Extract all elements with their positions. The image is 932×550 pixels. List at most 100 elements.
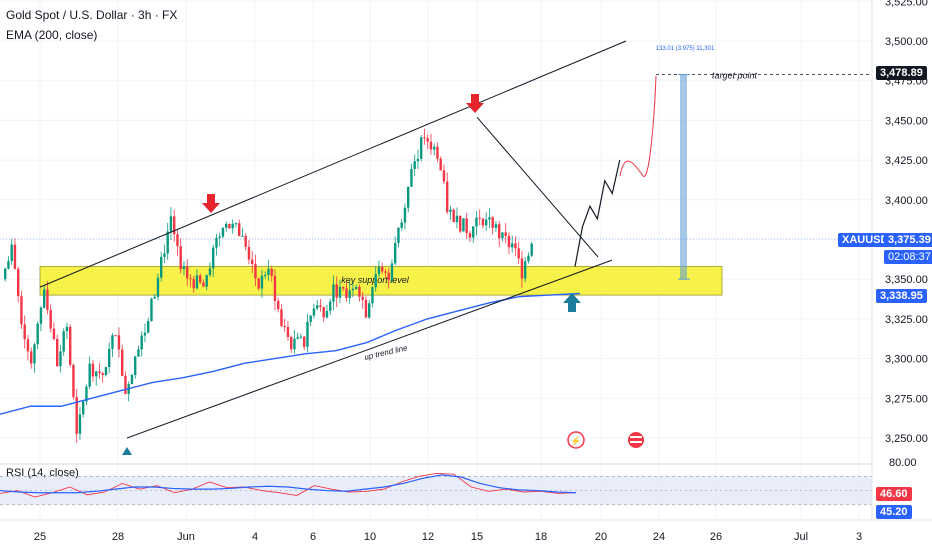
- candle-body: [475, 217, 478, 227]
- candle-body: [52, 328, 56, 340]
- candle: [377, 260, 381, 278]
- candle: [355, 284, 358, 290]
- candle: [173, 209, 176, 242]
- y-tick-label: 3,425.00: [885, 155, 928, 167]
- y-tick-label: 3,300.00: [885, 354, 928, 366]
- candle: [46, 281, 49, 315]
- candles: [4, 128, 533, 443]
- candle: [501, 232, 504, 242]
- candle: [267, 259, 270, 281]
- candle: [507, 232, 511, 255]
- candle: [130, 373, 134, 385]
- candle: [342, 286, 345, 292]
- candle: [228, 223, 231, 229]
- candle: [472, 226, 475, 243]
- candle: [23, 315, 26, 349]
- candle: [221, 227, 225, 239]
- candle-body: [56, 339, 59, 367]
- candle: [69, 324, 72, 368]
- candle: [416, 149, 420, 169]
- candle: [251, 251, 254, 273]
- us-flag-icon: [628, 432, 644, 448]
- candle-body: [163, 253, 166, 257]
- candle: [270, 266, 273, 282]
- candle: [218, 232, 221, 247]
- candle-body: [309, 315, 312, 322]
- candle-body: [98, 371, 101, 374]
- y-tick-label: 3,275.00: [885, 393, 928, 405]
- candle: [286, 321, 290, 341]
- up-trend-line: [126, 259, 613, 439]
- candle-body: [283, 325, 286, 327]
- candle-body: [251, 259, 254, 264]
- candle-body: [212, 247, 215, 269]
- x-tick-label: 18: [535, 531, 547, 543]
- candle-body: [316, 305, 319, 309]
- candle-body: [381, 267, 384, 272]
- candle: [390, 259, 394, 283]
- candle-body: [293, 338, 296, 350]
- candle-body: [351, 288, 355, 291]
- candle-body: [218, 236, 221, 238]
- candle-body: [173, 216, 176, 235]
- candle: [511, 235, 514, 253]
- candle: [212, 244, 215, 277]
- x-tick-label: 28: [112, 531, 124, 543]
- candle: [400, 218, 403, 231]
- candle: [241, 227, 244, 237]
- candle-body: [420, 137, 423, 159]
- target-label: target point: [712, 71, 758, 81]
- target-measure-bar: [680, 74, 687, 280]
- candle-body: [160, 256, 163, 278]
- candle: [199, 273, 202, 285]
- candle: [494, 220, 498, 232]
- candle: [7, 256, 10, 270]
- candle-body: [147, 320, 150, 333]
- candle: [296, 332, 299, 340]
- candle-body: [244, 235, 247, 247]
- symbol-label[interactable]: XAUUSD: [838, 233, 893, 247]
- candle-body: [426, 138, 429, 142]
- candle-body: [208, 268, 212, 276]
- candle-body: [329, 301, 332, 311]
- candle: [39, 306, 43, 332]
- y-tick-label: 3,525.00: [885, 0, 928, 8]
- candle-body: [78, 414, 82, 434]
- candle: [195, 269, 199, 290]
- x-tick-label: 15: [471, 531, 483, 543]
- candle: [488, 208, 491, 229]
- candle: [273, 269, 277, 311]
- candle-body: [17, 268, 20, 297]
- indicator-label: EMA (200, close): [6, 28, 98, 42]
- candle-body: [348, 290, 351, 299]
- candle: [160, 251, 163, 282]
- candle: [143, 323, 147, 343]
- candle: [52, 322, 56, 341]
- candle: [407, 186, 410, 213]
- candle-body: [130, 374, 134, 385]
- candle-body: [345, 288, 348, 299]
- candle: [215, 234, 218, 256]
- candle-body: [254, 263, 257, 279]
- candle: [384, 268, 387, 279]
- measure-label: 133.01 (3.975) 11,301: [656, 46, 715, 52]
- candle: [65, 322, 69, 340]
- candle-body: [95, 371, 98, 377]
- candle-body: [286, 326, 290, 337]
- chart-title: Gold Spot / U.S. Dollar · 3h · FX: [6, 8, 178, 22]
- candle-body: [241, 235, 244, 237]
- candle-body: [59, 351, 62, 367]
- candle: [361, 291, 364, 309]
- candle-body: [423, 137, 426, 139]
- candle: [117, 327, 121, 358]
- candle-body: [156, 277, 160, 297]
- candle: [36, 321, 39, 350]
- candle-body: [394, 242, 397, 264]
- candle: [111, 333, 114, 357]
- candle-body: [296, 336, 299, 339]
- candle-body: [280, 309, 283, 326]
- candle: [169, 207, 173, 241]
- low-marker: [122, 447, 132, 455]
- candle-body: [121, 349, 124, 376]
